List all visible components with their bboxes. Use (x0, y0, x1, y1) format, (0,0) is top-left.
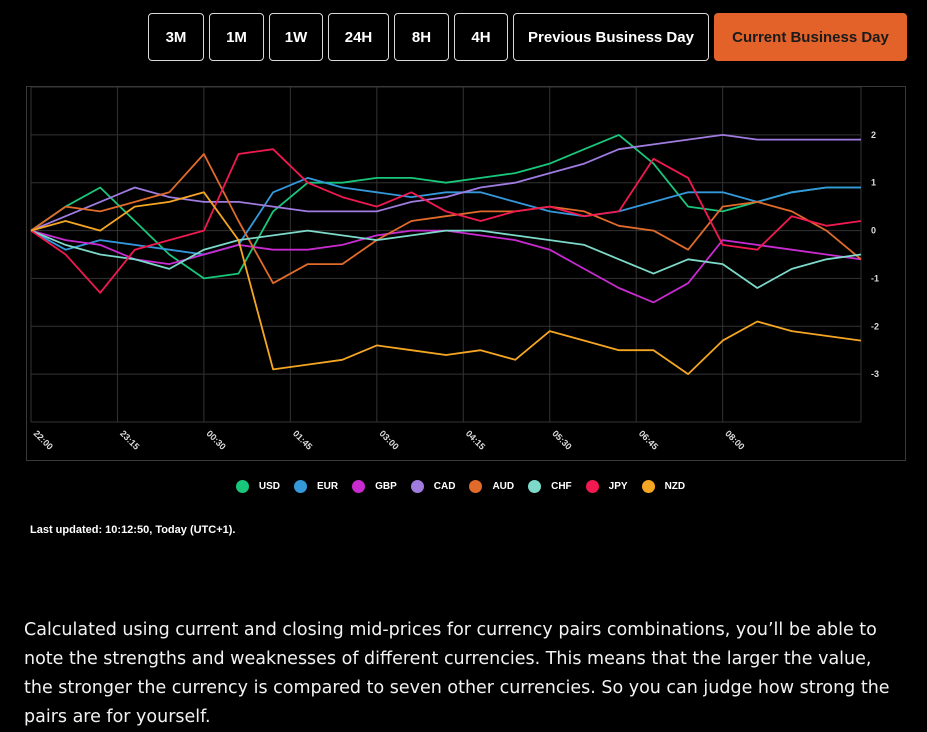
legend-label: CHF (551, 481, 572, 492)
legend-dot-icon (641, 480, 655, 493)
x-tick-label: 05:30 (550, 428, 573, 451)
legend-label: NZD (664, 481, 686, 492)
legend-dot-icon (410, 480, 424, 493)
description-paragraph: Calculated using current and closing mid… (24, 619, 890, 727)
series-line-jpy (30, 148, 862, 294)
range-button-current-business-day[interactable]: Current Business Day (714, 13, 907, 61)
legend-dot-icon (528, 480, 542, 493)
y-tick-label: 2 (871, 130, 876, 140)
x-tick-label: 23:15 (118, 428, 141, 451)
legend-label: JPY (608, 481, 628, 492)
x-tick-label: 00:30 (205, 428, 228, 451)
x-tick-label: 06:45 (637, 428, 660, 451)
x-tick-label: 08:00 (723, 428, 746, 451)
legend-item-jpy[interactable]: JPY (585, 480, 634, 493)
y-tick-label: -1 (871, 273, 879, 283)
series-line-chf (30, 229, 862, 289)
range-button-3m[interactable]: 3M (148, 13, 204, 61)
last-updated-text: Last updated: 10:12:50, Today (UTC+1). (30, 524, 236, 536)
series-line-eur (30, 177, 861, 256)
range-button-4h[interactable]: 4H (454, 13, 508, 61)
legend-dot-icon (235, 480, 249, 493)
range-button-1w[interactable]: 1W (269, 13, 323, 61)
legend-dot-icon (352, 480, 366, 493)
legend-label: USD (258, 481, 280, 492)
x-tick-label: 04:15 (464, 428, 487, 451)
legend-item-aud[interactable]: AUD (469, 480, 520, 493)
legend-item-chf[interactable]: CHF (528, 480, 578, 493)
legend-dot-icon (293, 480, 307, 493)
legend-item-cad[interactable]: CAD (410, 480, 462, 493)
range-button-8h[interactable]: 8H (394, 13, 449, 61)
y-tick-label: -2 (871, 321, 879, 331)
chart-legend: USD EUR GBP CAD AUD CHF JPY NZD (0, 480, 927, 493)
x-tick-label: 01:45 (291, 428, 314, 451)
x-tick-label: 22:00 (32, 428, 55, 451)
legend-label: EUR (316, 481, 339, 492)
series-line-aud (30, 153, 862, 285)
x-tick-label: 03:00 (377, 428, 400, 451)
series-line-usd (30, 134, 861, 280)
legend-label: GBP (375, 481, 397, 492)
y-tick-label: 0 (871, 226, 876, 236)
range-button-1m[interactable]: 1M (209, 13, 264, 61)
y-tick-label: 1 (871, 178, 876, 188)
chart-canvas: 22:00 23:15 00:30 01:45 03:00 04:15 05:30 06:45… (30, 87, 879, 452)
range-button-24h[interactable]: 24H (328, 13, 389, 61)
series-line-nzd (30, 191, 862, 375)
currency-strength-chart: 22:00 23:15 00:30 01:45 03:00 04:15 05:30 06:45… (26, 86, 906, 461)
range-button-previous-business-day[interactable]: Previous Business Day (513, 13, 709, 61)
legend-label: AUD (492, 481, 515, 492)
series-line-cad (30, 134, 861, 232)
legend-item-gbp[interactable]: GBP (352, 480, 403, 493)
y-tick-label: -3 (871, 369, 879, 379)
legend-item-usd[interactable]: USD (235, 480, 286, 493)
legend-item-nzd[interactable]: NZD (641, 480, 692, 493)
legend-label: CAD (433, 481, 456, 492)
legend-dot-icon (585, 480, 599, 493)
legend-dot-icon (469, 480, 483, 493)
legend-item-eur[interactable]: EUR (293, 480, 344, 493)
